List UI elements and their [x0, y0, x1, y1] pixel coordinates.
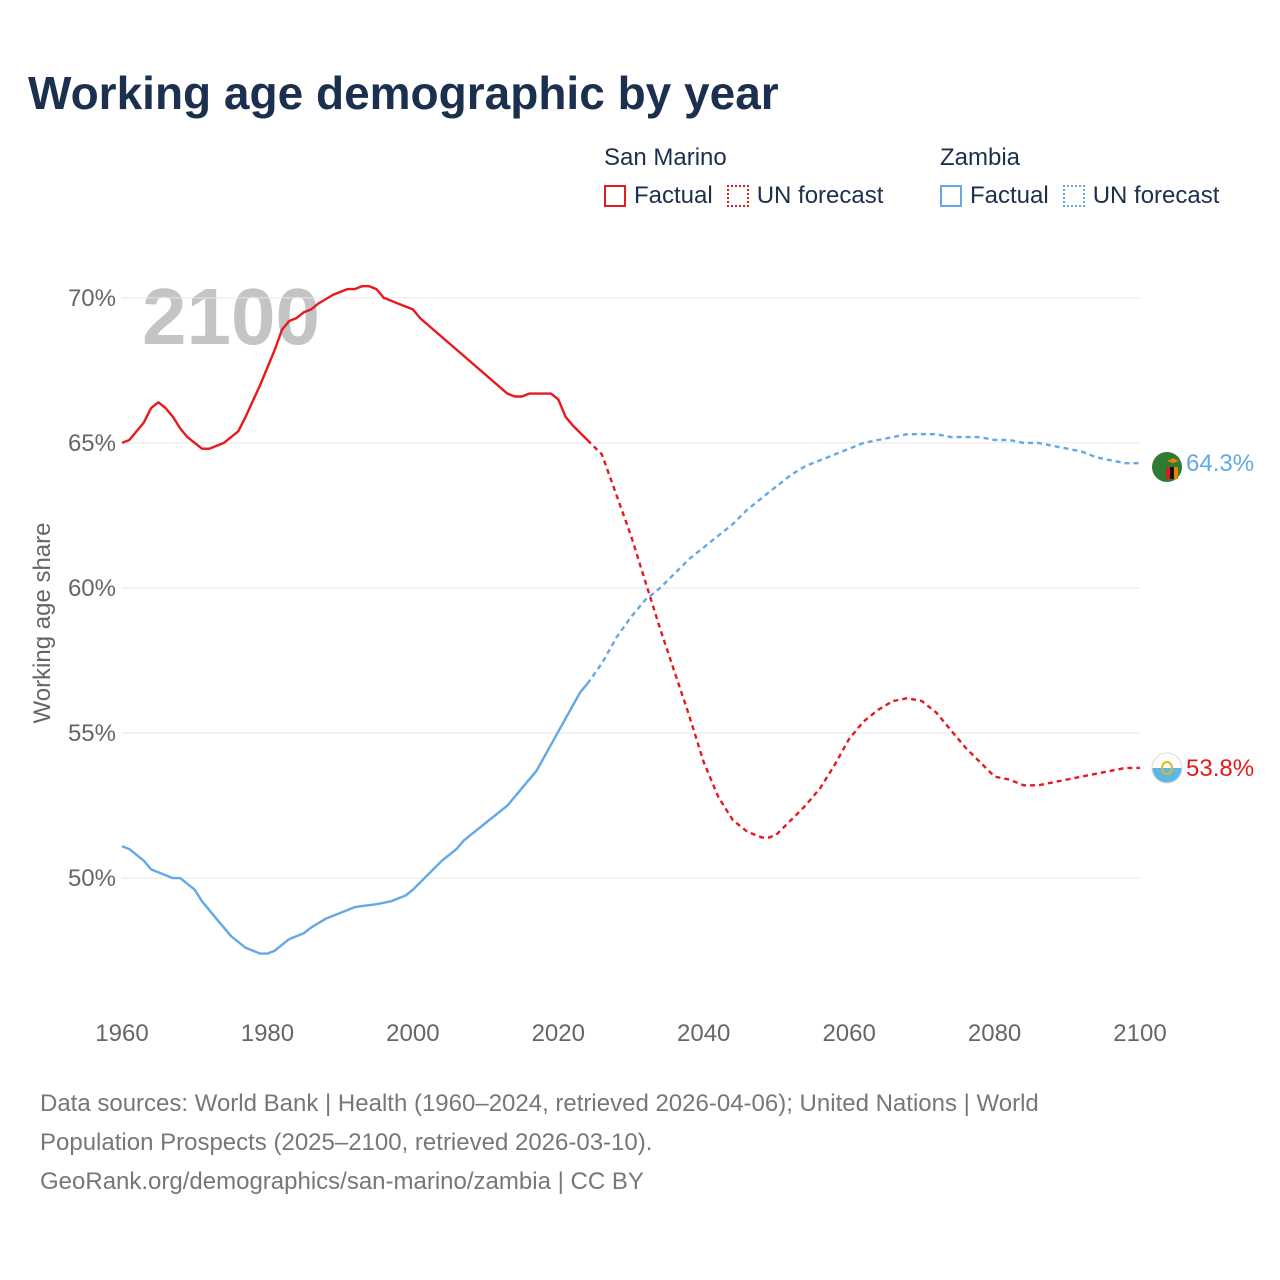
legend-country-name: San Marino — [604, 144, 727, 171]
footer-line: GeoRank.org/demographics/san-marino/zamb… — [40, 1168, 644, 1195]
legend-label: Factual — [634, 182, 713, 209]
line-chart: 2100 50% 55% 60% 65% 70% 1960 1980 2000 2020 204… — [29, 272, 1254, 1047]
legend-swatch-dotted — [1062, 185, 1085, 207]
y-axis-label: Working age share — [29, 523, 56, 724]
y-axis-ticks: 50% 55% 60% 65% 70% — [68, 285, 116, 892]
end-value-label-san-marino: 53.8% — [1186, 755, 1254, 782]
series-line-san-marino-forecast — [586, 439, 1140, 839]
legend-item-factual[interactable]: Factual — [940, 182, 1049, 210]
legend-group-san-marino: San Marino Factual UN forecast — [604, 144, 883, 210]
legend-country-name: Zambia — [940, 144, 1021, 171]
x-tick-label: 1960 — [95, 1020, 148, 1047]
x-tick-label: 1980 — [241, 1020, 294, 1047]
san-marino-flag-icon — [1151, 752, 1183, 784]
legend-item-forecast[interactable]: UN forecast — [1062, 182, 1220, 210]
legend-label: UN forecast — [1092, 182, 1220, 209]
x-tick-label: 2000 — [386, 1020, 439, 1047]
x-tick-label: 2080 — [968, 1020, 1021, 1047]
y-tick-label: 60% — [68, 575, 116, 602]
x-tick-label: 2060 — [822, 1020, 875, 1047]
gridlines — [122, 297, 1140, 879]
series-lines — [121, 285, 1140, 955]
legend-item-factual[interactable]: Factual — [604, 182, 713, 210]
y-tick-label: 50% — [68, 865, 116, 892]
series-line-san-marino-factual — [121, 285, 589, 450]
end-value-label-zambia: 64.3% — [1186, 450, 1254, 477]
legend-label: Factual — [970, 182, 1049, 209]
legend-group-zambia: Zambia Factual UN forecast — [940, 144, 1219, 210]
legend-item-forecast[interactable]: UN forecast — [726, 182, 884, 210]
legend-swatch-solid — [940, 185, 962, 207]
x-axis-ticks: 1960 1980 2000 2020 2040 2060 2080 2100 — [95, 1020, 1166, 1047]
zambia-flag-icon — [1152, 452, 1182, 482]
year-overlay: 2100 — [142, 272, 320, 361]
x-tick-label: 2100 — [1113, 1020, 1166, 1047]
footer-line: Population Prospects (2025–2100, retriev… — [40, 1129, 653, 1156]
y-tick-label: 55% — [68, 720, 116, 747]
y-tick-label: 70% — [68, 285, 116, 312]
series-line-zambia-factual — [121, 682, 589, 955]
legend-swatch-solid — [604, 185, 626, 207]
series-line-zambia-forecast — [586, 433, 1140, 685]
chart-title: Working age demographic by year — [28, 67, 779, 119]
footer-line: Data sources: World Bank | Health (1960–… — [40, 1090, 1039, 1117]
x-tick-label: 2040 — [677, 1020, 730, 1047]
y-tick-label: 65% — [68, 430, 116, 457]
footer-sources: Data sources: World Bank | Health (1960–… — [40, 1084, 1240, 1201]
x-tick-label: 2020 — [532, 1020, 585, 1047]
legend-swatch-dotted — [726, 185, 749, 207]
legend-label: UN forecast — [756, 182, 884, 209]
